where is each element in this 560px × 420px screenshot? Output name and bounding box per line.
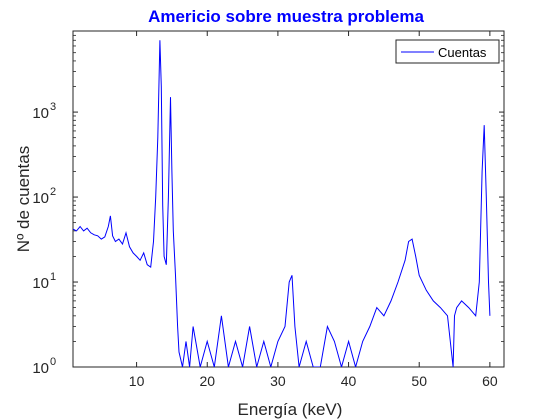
y-axis-label: Nº de cuentas (14, 146, 33, 252)
series-line-cuentas (73, 40, 491, 367)
plot-area (72, 30, 505, 368)
x-tick-label: 60 (482, 373, 498, 389)
x-tick-label: 20 (199, 373, 215, 389)
y-tick-label: 10 (32, 190, 49, 207)
y-tick-label-exponent: 2 (50, 186, 56, 198)
y-tick-label-exponent: 3 (50, 101, 56, 113)
y-tick-label: 10 (32, 275, 49, 292)
x-tick-label: 40 (341, 373, 357, 389)
chart-title: Americio sobre muestra problema (148, 7, 424, 26)
legend: Cuentas (395, 39, 500, 64)
y-tick-label: 10 (32, 360, 49, 377)
legend-label: Cuentas (438, 45, 487, 60)
x-axis: 10 20 30 40 50 60 (129, 31, 498, 389)
x-tick-label: 50 (411, 373, 427, 389)
x-tick-label: 10 (129, 373, 145, 389)
x-axis-label: Energía (keV) (238, 400, 343, 419)
y-tick-label-exponent: 1 (50, 271, 56, 283)
y-tick-label-exponent: 0 (50, 356, 56, 368)
legend-box (395, 39, 500, 64)
y-tick-label: 10 (32, 105, 49, 122)
x-tick-label: 30 (270, 373, 286, 389)
